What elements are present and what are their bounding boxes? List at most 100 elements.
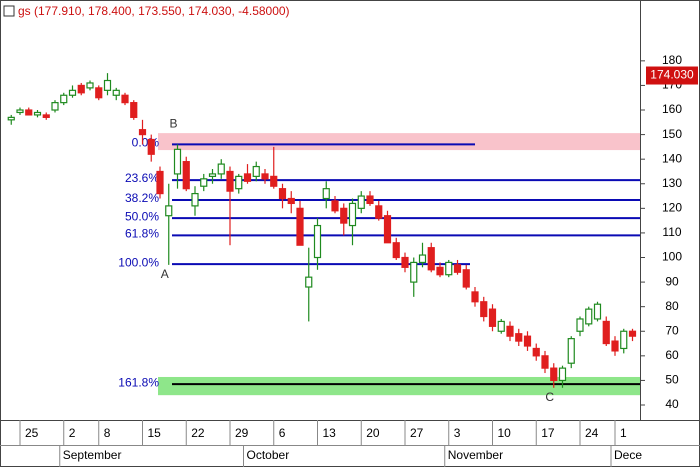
candle-body xyxy=(313,224,322,259)
candle-body xyxy=(226,170,234,192)
candle-body xyxy=(383,215,392,244)
y-tick-label: 40 xyxy=(665,397,679,411)
candle-body xyxy=(16,109,24,114)
candle-body xyxy=(567,338,575,364)
candle-body xyxy=(287,197,295,205)
candle-body xyxy=(427,247,435,271)
y-tick-label: 70 xyxy=(665,323,679,337)
y-tick-label: 110 xyxy=(662,225,681,239)
x-tick-label: 13 xyxy=(323,426,337,440)
candle-body xyxy=(471,291,479,303)
x-tick-label: 24 xyxy=(585,426,599,440)
date-axis xyxy=(0,420,700,467)
candle-body xyxy=(86,82,94,89)
y-tick-label: 180 xyxy=(662,53,682,67)
candle-body xyxy=(95,87,103,99)
candle-body xyxy=(558,367,567,382)
fib-label: 38.2% xyxy=(125,191,159,205)
fib-label: 0.0% xyxy=(132,136,160,150)
candle-body xyxy=(515,333,523,342)
candle-body xyxy=(156,170,164,195)
candle-body xyxy=(42,114,50,118)
candle-body xyxy=(322,188,330,200)
x-tick-label: 20 xyxy=(366,426,380,440)
x-tick-label: 1 xyxy=(620,426,627,440)
candle-body xyxy=(357,195,365,209)
month-label: September xyxy=(63,448,122,462)
point-label: B xyxy=(169,117,177,131)
candle-body xyxy=(103,79,112,91)
candle-body xyxy=(611,340,619,352)
x-tick-label: 15 xyxy=(148,426,162,440)
candle-body xyxy=(506,325,514,337)
candle-body xyxy=(235,175,243,190)
candle-body xyxy=(173,148,182,175)
candle-body xyxy=(138,129,147,136)
y-tick-label: 90 xyxy=(665,274,679,288)
candle-body xyxy=(243,173,252,182)
candle-body xyxy=(541,355,549,369)
candle-body xyxy=(401,256,409,268)
y-tick-label: 130 xyxy=(662,176,682,190)
last-price-box xyxy=(646,66,698,85)
candle-body xyxy=(523,335,532,347)
candle-body xyxy=(375,205,383,219)
candle-body xyxy=(418,254,427,264)
candle-body xyxy=(112,89,120,96)
candle-body xyxy=(593,303,602,320)
candle-body xyxy=(121,94,129,104)
x-tick-label: 3 xyxy=(454,426,461,440)
candle-body xyxy=(278,188,287,200)
candle-body xyxy=(488,308,497,327)
y-tick-label: 160 xyxy=(662,102,682,116)
y-tick-label: 150 xyxy=(662,127,682,141)
candle-body xyxy=(340,207,348,224)
candle-body xyxy=(182,161,190,190)
candle-body xyxy=(550,367,558,382)
candle-body xyxy=(620,330,628,350)
candle-body xyxy=(261,173,269,180)
candle-body xyxy=(305,276,313,288)
x-tick-label: 2 xyxy=(69,426,76,440)
fib-label: 50.0% xyxy=(125,209,159,223)
candle-body xyxy=(366,195,374,205)
candle-body xyxy=(7,116,15,121)
candle-body xyxy=(602,320,610,345)
y-tick-label: 140 xyxy=(662,151,682,165)
candle-body xyxy=(217,163,225,175)
x-tick-label: 29 xyxy=(235,426,249,440)
window-icon xyxy=(3,5,15,17)
candle-body xyxy=(165,205,173,217)
point-label: C xyxy=(545,390,554,404)
y-tick-label: 60 xyxy=(665,348,679,362)
candle-body xyxy=(436,266,444,276)
x-tick-label: 17 xyxy=(541,426,555,440)
y-tick-label: 80 xyxy=(665,299,679,313)
y-tick-label: 120 xyxy=(662,201,682,215)
candle-body xyxy=(130,102,138,118)
candle-body xyxy=(348,202,357,227)
x-tick-label: 6 xyxy=(279,426,286,440)
y-tick-label: 100 xyxy=(662,250,682,264)
candle-body xyxy=(60,94,68,104)
candle-body xyxy=(191,192,199,207)
candle-body xyxy=(392,242,400,259)
last-price-label: 174.030 xyxy=(650,68,694,82)
candle-body xyxy=(147,138,155,155)
candle-body xyxy=(77,84,85,94)
candle-body xyxy=(628,330,637,337)
highlight-band xyxy=(158,133,640,151)
highlight-band xyxy=(158,376,640,396)
candle-body xyxy=(68,89,77,96)
candle-body xyxy=(480,301,488,318)
candle-body xyxy=(445,261,453,276)
x-tick-label: 10 xyxy=(498,426,512,440)
candle-body xyxy=(25,109,33,116)
candle-body xyxy=(252,165,260,177)
candle-body xyxy=(51,102,59,111)
month-label: Dece xyxy=(614,448,642,462)
point-label: A xyxy=(161,267,169,281)
x-tick-label: 22 xyxy=(191,426,205,440)
x-tick-label: 25 xyxy=(25,426,39,440)
candle-body xyxy=(208,173,217,177)
